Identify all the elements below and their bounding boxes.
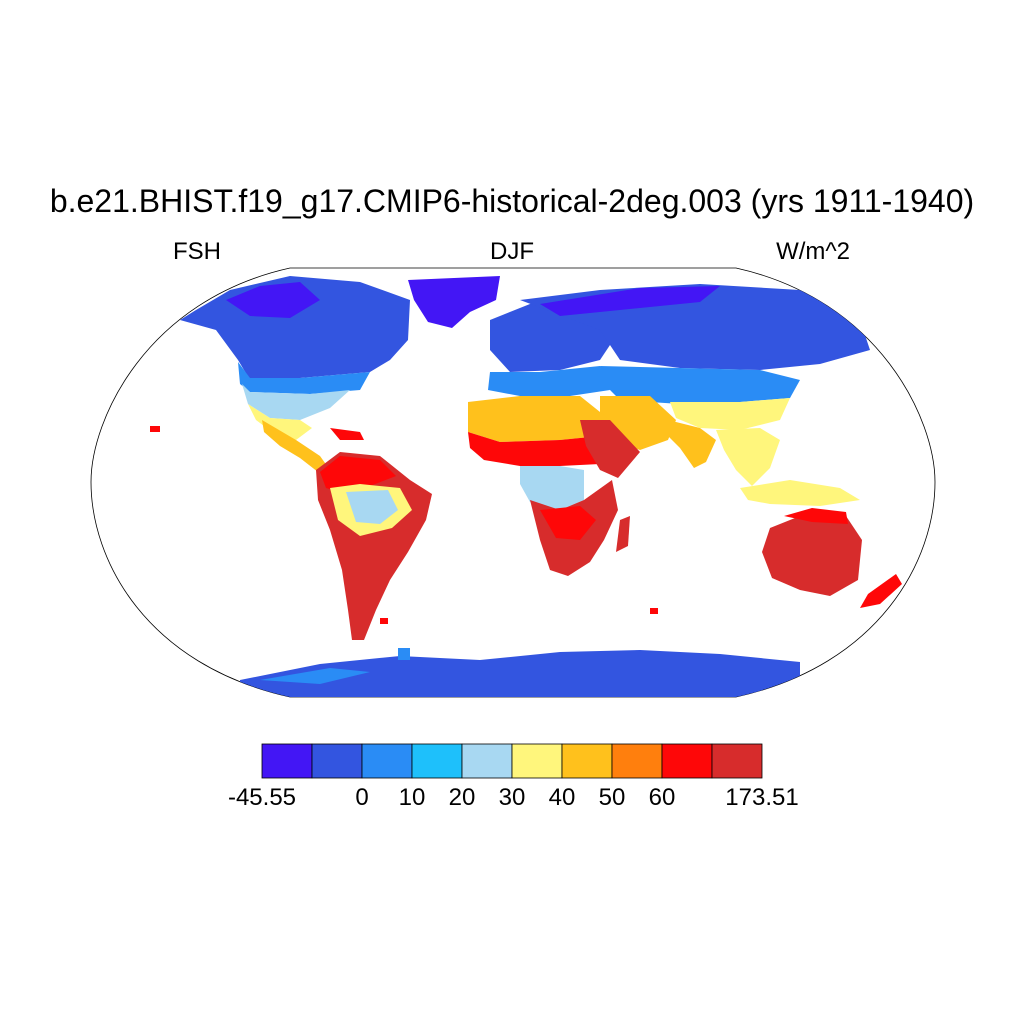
region-australia-north: [784, 508, 848, 524]
region-east-africa: [580, 420, 640, 478]
region-amazon: [346, 490, 398, 524]
region-china: [670, 398, 790, 430]
colorbar-tick-label: -45.55: [227, 784, 297, 811]
region-sahara: [468, 396, 610, 442]
region-sahel: [468, 432, 612, 466]
region-europe: [488, 366, 610, 396]
region-usa: [242, 384, 350, 420]
colorbar-box: [361, 743, 413, 779]
region-mexico: [262, 420, 330, 472]
colorbar-box: [311, 743, 363, 779]
variable-label: FSH: [173, 238, 221, 265]
region-antarctica-edge: [260, 668, 370, 684]
region-greenland: [408, 276, 500, 328]
region-central-asia: [600, 366, 800, 404]
region-india: [666, 420, 716, 468]
colorbar-tick-label: 173.51: [725, 784, 799, 811]
region-hawaii: [150, 426, 160, 432]
region-northam-band: [238, 362, 370, 394]
region-antarctica: [240, 650, 800, 697]
colorbar-tick-label: 40: [548, 784, 576, 811]
colorbar-box: [461, 743, 513, 779]
region-new-zealand: [860, 574, 902, 608]
region-antarctic-peninsula: [398, 648, 410, 660]
colorbar-tick-label: 0: [355, 784, 369, 811]
region-south-georgia: [650, 608, 658, 614]
region-canada-arctic: [226, 282, 320, 318]
colorbar-box: [661, 743, 713, 779]
colorbar-box: [711, 743, 763, 779]
region-africa-mixed: [540, 506, 596, 540]
region-congo: [520, 466, 584, 510]
colorbar-tick-label: 10: [398, 784, 426, 811]
region-caribbean: [330, 428, 364, 440]
colorbar-tick-label: 20: [448, 784, 476, 811]
region-sa-north: [320, 456, 396, 492]
colorbar-tick-label: 30: [498, 784, 526, 811]
units-label: W/m^2: [776, 238, 850, 265]
region-indonesia: [740, 480, 860, 506]
colorbar-tick-label: 60: [648, 784, 676, 811]
colorbar-box: [561, 743, 613, 779]
region-falklands: [380, 618, 388, 624]
plot-title: b.e21.BHIST.f19_g17.CMIP6-historical-2de…: [49, 183, 975, 219]
region-siberia-arctic: [540, 286, 720, 316]
region-australia: [762, 512, 862, 596]
colorbar-box: [511, 743, 563, 779]
season-label: DJF: [490, 238, 534, 265]
region-madagascar: [616, 516, 630, 552]
colorbar-tick-label: 50: [598, 784, 626, 811]
colorbar-boxes: [261, 743, 763, 779]
colorbar-box: [611, 743, 663, 779]
colorbar-box: [411, 743, 463, 779]
colorbar-box: [261, 743, 313, 779]
region-usa-south: [248, 404, 312, 440]
region-se-asia: [716, 428, 780, 486]
